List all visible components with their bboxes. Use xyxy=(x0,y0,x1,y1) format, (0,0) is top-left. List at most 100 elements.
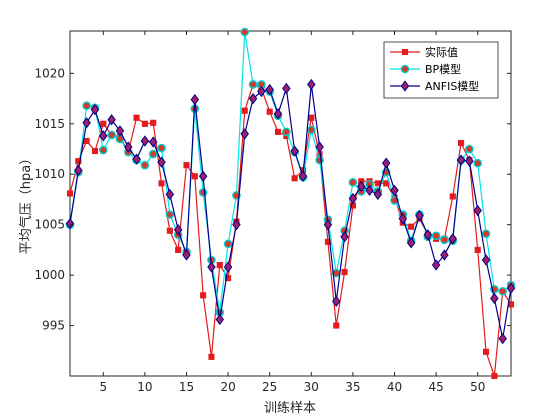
data-point xyxy=(415,209,424,222)
data-point xyxy=(150,119,157,126)
data-point xyxy=(90,104,100,116)
x-tick-label: 40 xyxy=(387,380,402,394)
data-point xyxy=(99,130,108,142)
legend-label: BP模型 xyxy=(425,62,461,76)
data-point xyxy=(266,108,273,115)
y-axis-label: 平均气压（hpa） xyxy=(18,152,34,254)
data-point xyxy=(248,80,258,89)
x-tick-label: 30 xyxy=(304,380,319,394)
data-point xyxy=(348,192,358,205)
data-point xyxy=(491,372,498,380)
data-point xyxy=(115,125,125,137)
data-point xyxy=(183,162,190,169)
legend-marker xyxy=(400,64,410,74)
data-point xyxy=(373,188,383,201)
data-point xyxy=(124,141,133,153)
data-point xyxy=(465,155,474,167)
data-point xyxy=(165,210,175,219)
data-point xyxy=(182,249,191,261)
data-point xyxy=(91,147,99,155)
data-point xyxy=(65,218,75,230)
data-point xyxy=(74,164,83,176)
data-point xyxy=(198,170,208,182)
y-tick-label: 1000 xyxy=(34,268,65,282)
data-point xyxy=(498,333,507,345)
x-tick-label: 10 xyxy=(137,380,152,394)
data-point xyxy=(190,93,200,106)
data-point xyxy=(340,231,349,243)
data-point xyxy=(381,157,391,169)
data-point xyxy=(315,141,324,153)
data-point xyxy=(66,190,74,197)
legend-marker xyxy=(401,48,409,56)
x-tick-label: 20 xyxy=(220,380,235,394)
x-tick-label: 15 xyxy=(179,380,194,394)
data-point xyxy=(449,193,456,200)
data-point xyxy=(157,143,166,153)
legend-label: ANFIS模型 xyxy=(425,79,479,93)
data-point xyxy=(240,27,250,37)
x-tick-label: 5 xyxy=(99,380,107,394)
data-point xyxy=(82,117,91,129)
data-point xyxy=(498,286,507,296)
data-point xyxy=(265,83,274,96)
x-tick-label: 25 xyxy=(262,380,277,394)
data-point xyxy=(448,233,457,245)
data-point xyxy=(473,204,482,217)
data-point xyxy=(248,92,258,105)
data-point xyxy=(83,137,90,145)
data-point xyxy=(208,353,215,360)
data-point xyxy=(282,127,291,137)
y-tick-label: 1015 xyxy=(34,117,65,131)
data-point xyxy=(191,173,198,180)
data-point xyxy=(390,196,399,205)
data-point xyxy=(75,158,82,165)
data-point xyxy=(390,184,399,197)
data-point xyxy=(423,229,433,241)
data-point xyxy=(232,219,241,231)
data-point xyxy=(365,184,374,197)
data-point xyxy=(341,269,348,276)
legend-marker xyxy=(400,80,410,92)
data-point xyxy=(481,229,491,239)
data-point xyxy=(440,249,449,261)
data-point xyxy=(225,275,232,282)
legend-label: 实际值 xyxy=(425,45,458,59)
data-point xyxy=(408,223,415,230)
data-point xyxy=(200,292,207,299)
data-point xyxy=(307,78,316,91)
data-point xyxy=(383,180,390,187)
data-point xyxy=(307,125,316,135)
data-point xyxy=(107,130,116,140)
data-point xyxy=(348,178,358,187)
series-layer xyxy=(65,27,516,380)
x-tick-label: 45 xyxy=(428,380,443,394)
data-point xyxy=(198,188,208,197)
data-point xyxy=(140,160,150,170)
data-point xyxy=(223,239,233,249)
data-point xyxy=(175,246,182,253)
data-point xyxy=(223,261,233,273)
data-point xyxy=(315,155,324,165)
data-point xyxy=(100,120,107,127)
data-point xyxy=(173,224,183,236)
legend: 实际值 BP模型 ANFIS模型 xyxy=(383,41,499,99)
data-point xyxy=(490,292,499,304)
data-point xyxy=(215,313,224,326)
y-tick-label: 995 xyxy=(42,319,65,333)
data-point xyxy=(458,139,465,147)
series-2 xyxy=(65,78,516,345)
data-point xyxy=(456,154,466,166)
data-point xyxy=(157,156,166,168)
data-point xyxy=(291,175,298,182)
data-point xyxy=(274,128,282,135)
data-point xyxy=(141,120,148,127)
data-point xyxy=(165,188,175,201)
data-point xyxy=(324,238,331,245)
data-point xyxy=(398,212,408,225)
data-point xyxy=(506,282,516,294)
data-point xyxy=(332,295,341,307)
data-point xyxy=(465,144,474,154)
data-point xyxy=(406,237,416,249)
